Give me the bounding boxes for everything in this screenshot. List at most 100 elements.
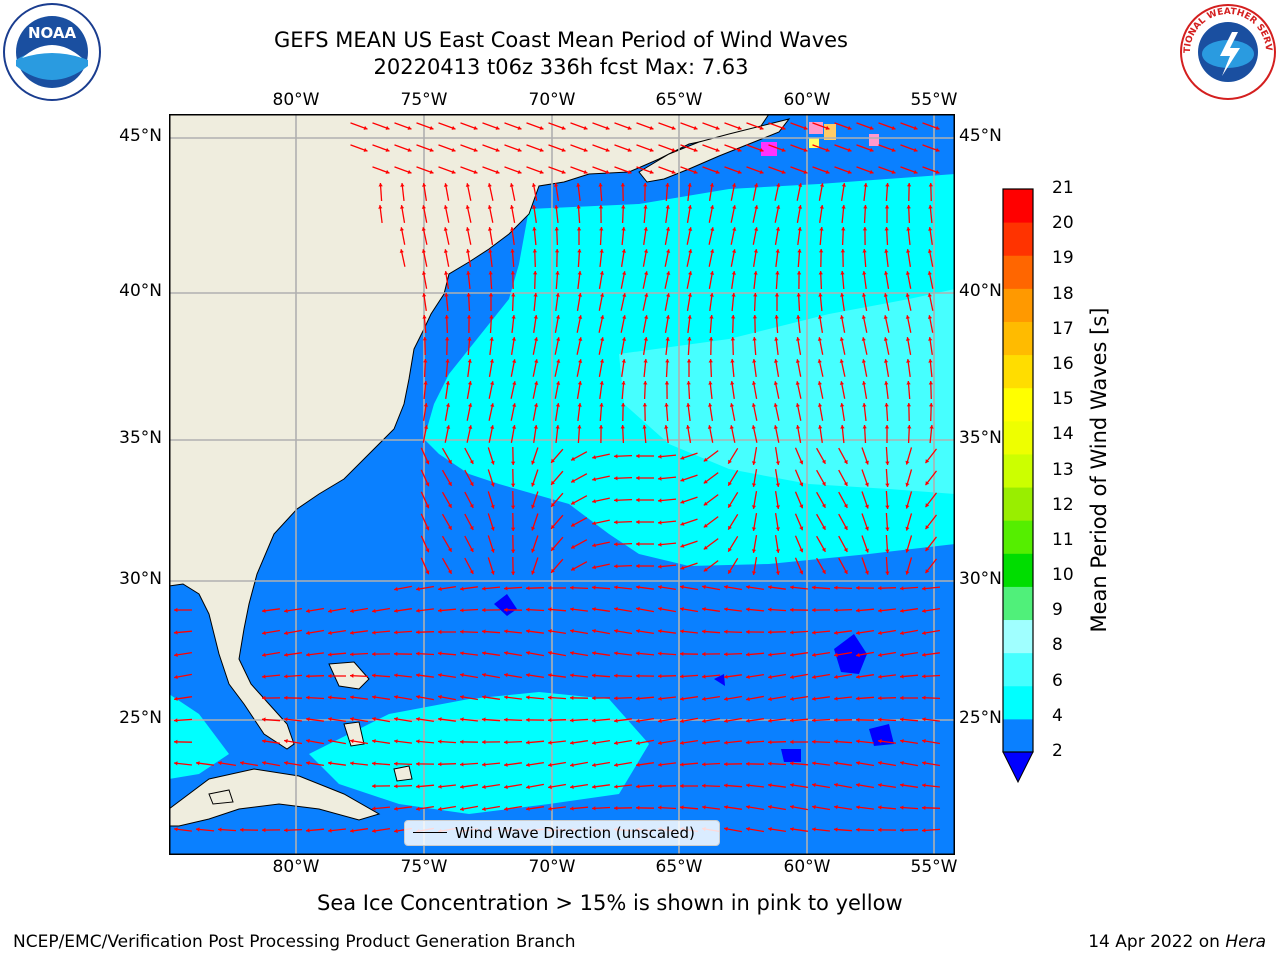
wind-wave-arrow-head — [306, 695, 310, 700]
wind-wave-arrow-head — [372, 673, 376, 678]
wind-wave-arrow-head — [863, 205, 868, 209]
wind-wave-arrow-head — [768, 783, 772, 788]
wind-wave-arrow-head — [614, 651, 618, 656]
wind-wave-arrow-head — [680, 629, 684, 634]
wind-wave-arrow-head — [548, 650, 552, 656]
lon-label-top: 80°W — [272, 90, 320, 110]
wind-wave-arrow-head — [599, 381, 604, 385]
wind-wave-arrow-head — [703, 479, 708, 484]
wind-wave-arrow-head — [570, 784, 574, 789]
wind-wave-arrow-head — [864, 526, 869, 531]
wind-wave-arrow-head — [856, 761, 860, 766]
wind-wave-arrow-head — [843, 569, 848, 574]
lon-label-top: 75°W — [400, 90, 448, 110]
wind-wave-arrow-head — [671, 125, 676, 130]
wind-wave-arrow-head — [825, 169, 830, 174]
wind-wave-arrow-head — [856, 630, 860, 635]
land-north-america — [169, 114, 770, 750]
wind-wave-arrow-head — [526, 784, 530, 790]
ocean-band-below-2-e — [781, 749, 801, 762]
wind-wave-arrow-head — [752, 337, 757, 341]
wind-wave-arrow-head — [906, 227, 911, 231]
wind-wave-arrow-head — [592, 628, 596, 634]
wind-wave-arrow-head — [790, 674, 794, 680]
wind-wave-arrow-head — [622, 293, 627, 297]
wind-wave-arrow-head — [469, 570, 474, 574]
wind-wave-arrow-head — [469, 504, 474, 508]
wind-wave-arrow-head — [372, 608, 376, 613]
wind-wave-arrow-head — [702, 805, 706, 810]
wind-wave-arrow-head — [511, 293, 516, 297]
wind-wave-arrow-head — [658, 784, 662, 789]
wind-wave-arrow-head — [394, 608, 398, 613]
land-nova-scotia — [638, 118, 791, 183]
wind-wave-arrow-head — [489, 315, 494, 319]
wind-wave-arrow-head — [665, 227, 671, 231]
wind-wave-arrow-head — [799, 526, 804, 531]
wind-wave-arrow-head — [709, 183, 714, 187]
wind-wave-arrow-head — [614, 806, 618, 811]
wind-wave-arrow-head — [576, 183, 581, 187]
wind-wave-arrow-head — [869, 125, 874, 130]
wind-wave-arrow-head — [517, 169, 522, 174]
wind-wave-arrow-head — [599, 249, 604, 253]
wind-wave-arrow-head — [913, 169, 918, 174]
wind-wave-arrow-head — [658, 454, 662, 459]
wind-wave-arrow-head — [555, 315, 561, 319]
wind-wave-arrow-head — [570, 673, 574, 678]
colorbar-tick-label: 9 — [1052, 600, 1063, 621]
wind-wave-arrow-head — [451, 147, 456, 152]
wind-wave-arrow-head — [460, 762, 464, 767]
wind-wave-arrow-head — [796, 293, 801, 297]
wind-wave-arrow-head — [751, 461, 757, 465]
wind-wave-arrow-head — [438, 806, 442, 811]
wind-wave-arrow-head — [790, 827, 794, 832]
wind-wave-arrow-head — [905, 526, 910, 531]
wind-wave-arrow-head — [487, 205, 492, 209]
wind-wave-arrow-head — [843, 503, 848, 508]
wind-wave-arrow-head — [284, 760, 288, 766]
wind-wave-arrow-head — [724, 805, 728, 810]
wind-wave-arrow-head — [730, 359, 735, 363]
wind-wave-arrow-head — [746, 674, 750, 679]
wind-wave-arrow-head — [925, 525, 930, 530]
colorbar-band — [1003, 718, 1033, 753]
colorbar-tick-label: 19 — [1052, 248, 1074, 269]
wind-wave-arrow-head — [482, 717, 486, 722]
wind-wave-arrow-head — [425, 482, 430, 487]
wind-wave-arrow-head — [724, 629, 728, 634]
wind-wave-arrow-head — [644, 271, 649, 275]
wind-wave-arrow-head — [570, 762, 574, 768]
wind-wave-arrow-head — [884, 403, 889, 407]
wind-wave-arrow-head — [350, 739, 354, 744]
wind-wave-arrow-head — [680, 651, 684, 656]
wind-wave-arrow-head — [812, 630, 816, 635]
wind-wave-arrow-head — [416, 651, 420, 656]
wind-wave-arrow-head — [421, 227, 426, 231]
wind-wave-arrow-head — [821, 503, 826, 508]
wind-wave-arrow-head — [666, 293, 671, 297]
wind-wave-arrow-head — [818, 315, 823, 319]
wind-wave-arrow-head — [843, 459, 848, 464]
wind-wave-arrow-head — [548, 629, 552, 634]
wind-wave-arrow-head — [737, 125, 742, 130]
wind-wave-arrow-head — [702, 762, 706, 767]
colorbar-band — [1003, 520, 1033, 554]
wind-wave-arrow-head — [710, 205, 715, 209]
wind-wave-arrow-head — [776, 183, 781, 187]
wind-wave-arrow-head — [856, 827, 860, 832]
wind-wave-arrow-head — [534, 381, 539, 385]
wind-wave-arrow-head — [768, 761, 772, 766]
wind-wave-arrow-head — [693, 147, 698, 152]
wind-wave-arrow-head — [504, 607, 508, 612]
wind-wave-arrow-head — [905, 293, 910, 297]
wind-wave-arrow-head — [614, 628, 618, 634]
wind-wave-arrow-head — [511, 483, 516, 487]
wind-wave-arrow-head — [599, 359, 605, 363]
wind-wave-arrow-head — [840, 271, 845, 275]
wind-wave-arrow-head — [812, 805, 816, 810]
wind-wave-arrow-head — [510, 271, 515, 275]
wind-wave-arrow-head — [445, 381, 450, 385]
wind-wave-arrow-head — [878, 805, 882, 810]
wind-wave-arrow-head — [665, 337, 670, 341]
